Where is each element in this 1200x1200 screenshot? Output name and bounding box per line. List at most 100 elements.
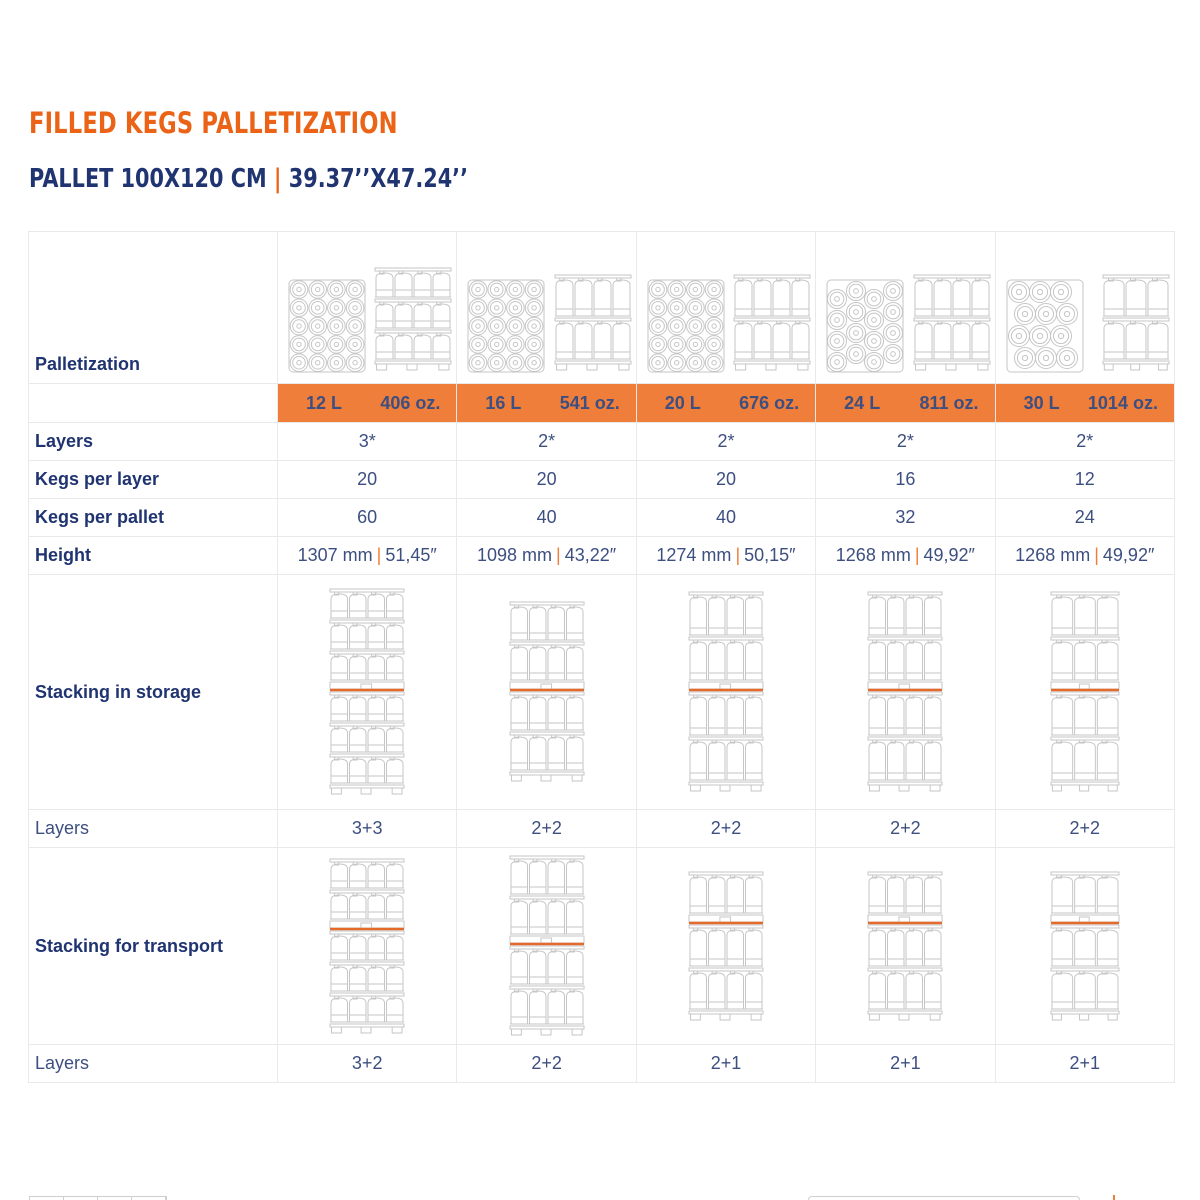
volume-ounces: 1014 oz. — [1087, 392, 1158, 413]
storage-stack-icon — [1050, 591, 1120, 792]
kegs-per-layer-value: 20 — [276, 460, 458, 499]
volume-liters: 30 L — [1023, 392, 1060, 413]
row-label-transport-layers: Layers — [28, 1044, 278, 1083]
kegs-per-layer-value: 20 — [456, 460, 637, 499]
palletization-cell-16l — [456, 231, 637, 384]
stacking-transport-row: Stacking for transport — [28, 847, 1175, 1045]
kegs-per-pallet-value: 24 — [994, 498, 1175, 537]
kegs-per-layer-row: Kegs per layer 20 20 20 16 12 — [28, 460, 1175, 499]
storage-stack-cell — [994, 574, 1175, 810]
volume-liters: 24 L — [844, 392, 881, 413]
transport-layers-value: 2+1 — [815, 1044, 996, 1083]
height-inches: 51,45″ — [385, 545, 437, 565]
kegs-per-pallet-value: 40 — [456, 498, 637, 537]
storage-stack-icon — [688, 591, 764, 792]
palletization-cell-30l — [994, 231, 1175, 384]
volume-liters: 16 L — [485, 392, 522, 413]
row-label-layers: Layers — [28, 422, 278, 461]
transport-stack-cell — [635, 847, 817, 1045]
transport-layers-value: 2+1 — [635, 1044, 817, 1083]
volume-header-row: 12 L 406 oz. 16 L 541 oz. 20 L 676 oz. 24 L… — [28, 383, 1175, 423]
volume-ounces: 406 oz. — [380, 392, 441, 413]
pallet-side-3-layers-icon — [374, 267, 452, 371]
kegs-per-layer-value: 12 — [994, 460, 1175, 499]
storage-stack-cell — [635, 574, 817, 810]
volume-ounces: 676 oz. — [739, 392, 800, 413]
transport-stack-icon — [1050, 871, 1120, 1020]
transport-stack-icon — [329, 858, 405, 1033]
kegs-per-pallet-value: 32 — [815, 498, 996, 537]
footer-tab-strip — [29, 1196, 167, 1200]
pallet-side-2-layers-icon — [733, 274, 811, 371]
layers-row: Layers 3* 2* 2* 2* 2* — [28, 422, 1175, 461]
storage-layers-row: Layers 3+3 2+2 2+2 2+2 2+2 — [28, 809, 1175, 848]
layers-value: 2* — [815, 422, 996, 461]
palletization-cell-20l — [635, 231, 817, 384]
transport-layers-row: Layers 3+2 2+2 2+1 2+1 2+1 — [28, 1044, 1175, 1083]
staggered-16-top-view-icon — [826, 279, 904, 373]
pallet-side-2-layers-icon — [913, 274, 991, 371]
palletization-row: Palletization — [28, 231, 1175, 384]
storage-stack-icon — [329, 588, 405, 795]
volume-header-empty — [28, 383, 278, 423]
volume-ounces: 541 oz. — [559, 392, 620, 413]
staggered-12-top-view-icon — [1006, 279, 1084, 373]
height-mm: 1268 mm — [1015, 545, 1091, 565]
volume-header-30l: 30 L 1014 oz. — [994, 383, 1175, 423]
kegs-per-pallet-row: Kegs per pallet 60 40 40 32 24 — [28, 498, 1175, 537]
height-mm: 1307 mm — [297, 545, 373, 565]
layers-value: 2* — [456, 422, 637, 461]
storage-layers-value: 3+3 — [276, 809, 458, 848]
transport-layers-value: 2+1 — [994, 1044, 1175, 1083]
kegs-per-layer-value: 20 — [635, 460, 817, 499]
row-label-height: Height — [28, 536, 278, 575]
height-value: 1268 mm | 49,92″ — [994, 536, 1175, 575]
kegs-per-pallet-value: 60 — [276, 498, 458, 537]
height-value: 1268 mm | 49,92″ — [815, 536, 996, 575]
palletization-table: Palletization 12 L 406 oz. 16 L 541 oz. 20… — [28, 231, 1175, 1083]
transport-stack-cell — [276, 847, 458, 1045]
page-subtitle: PALLET 100X120 CM | 39.37’’X47.24’’ — [29, 164, 468, 194]
transport-layers-value: 2+2 — [456, 1044, 637, 1083]
footer-bar — [808, 1196, 1080, 1200]
volume-header-16l: 16 L 541 oz. — [456, 383, 637, 423]
height-value: 1098 mm | 43,22″ — [456, 536, 637, 575]
footer-marker — [1113, 1195, 1115, 1200]
row-label-stacking-transport: Stacking for transport — [28, 847, 278, 1045]
subtitle-separator: | — [273, 164, 282, 194]
storage-layers-value: 2+2 — [815, 809, 996, 848]
transport-stack-icon — [867, 871, 943, 1020]
height-separator: | — [556, 545, 561, 565]
storage-layers-value: 2+2 — [994, 809, 1175, 848]
height-mm: 1274 mm — [656, 545, 732, 565]
pallet-side-2-layers-icon — [554, 274, 632, 371]
height-separator: | — [376, 545, 382, 565]
volume-header-24l: 24 L 811 oz. — [815, 383, 996, 423]
storage-stack-cell — [456, 574, 637, 810]
pallet-size-metric: PALLET 100X120 CM — [29, 164, 267, 194]
storage-stack-icon — [509, 601, 585, 782]
height-inches: 49,92″ — [923, 545, 975, 565]
row-label-palletization: Palletization — [28, 231, 278, 384]
layers-value: 2* — [635, 422, 817, 461]
grid-4x5-top-view-icon — [647, 279, 725, 373]
volume-ounces: 811 oz. — [919, 392, 979, 413]
palletization-cell-12l — [276, 231, 458, 384]
pallet-side-2-layers-3-wide-icon — [1102, 274, 1170, 371]
height-mm: 1098 mm — [477, 545, 553, 565]
row-label-kegs-per-pallet: Kegs per pallet — [28, 498, 278, 537]
transport-stack-cell — [456, 847, 637, 1045]
kegs-per-pallet-value: 40 — [635, 498, 817, 537]
row-label-stacking-storage: Stacking in storage — [28, 574, 278, 810]
height-row: Height 1307 mm | 51,45″ 1098 mm | 43,22″ 127… — [28, 536, 1175, 575]
grid-4x5-top-view-icon — [467, 279, 545, 373]
height-separator: | — [1094, 545, 1099, 565]
storage-layers-value: 2+2 — [456, 809, 637, 848]
height-mm: 1268 mm — [835, 545, 911, 565]
stacking-storage-row: Stacking in storage — [28, 574, 1175, 810]
height-separator: | — [914, 545, 920, 565]
transport-stack-cell — [815, 847, 996, 1045]
kegs-per-layer-value: 16 — [815, 460, 996, 499]
transport-stack-icon — [509, 855, 585, 1036]
grid-4x5-top-view-icon — [288, 279, 366, 373]
